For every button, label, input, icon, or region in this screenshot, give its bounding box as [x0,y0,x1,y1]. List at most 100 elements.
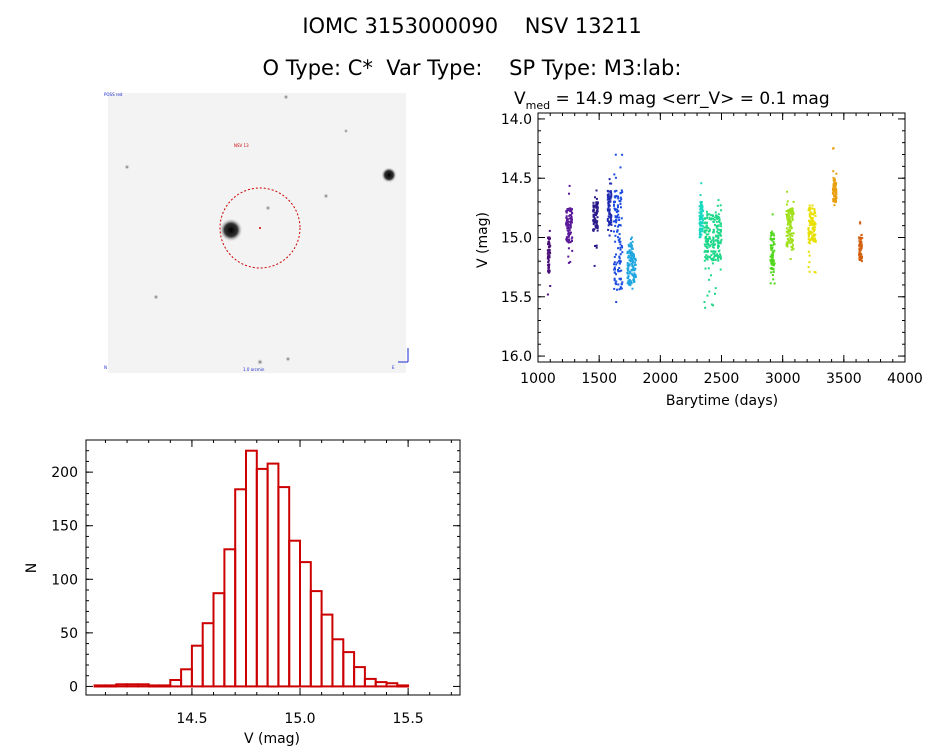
data-point [618,259,621,262]
data-point [859,249,862,252]
histogram-bar [234,488,247,688]
x-tick-label: 2500 [704,371,740,387]
data-point [699,205,702,208]
data-point [812,227,815,230]
data-point [789,222,792,225]
data-point [619,200,622,202]
data-point [787,222,790,224]
data-point [714,243,717,246]
data-point [614,234,617,237]
data-point [632,252,635,255]
data-point [788,230,791,233]
data-point [569,225,572,228]
data-point [807,237,810,240]
data-point [700,212,703,215]
x-tick-label: 4000 [887,371,923,387]
data-point [608,204,611,206]
data-point [630,246,633,249]
data-point [627,265,630,268]
y-tick-label: 50 [60,626,78,642]
data-point [704,217,707,220]
data-point [608,197,611,200]
data-point [568,226,571,229]
data-point [700,207,703,210]
data-point [631,247,634,250]
faint-star [124,164,130,170]
data-point [630,282,633,285]
data-point [617,283,620,286]
data-point [835,172,838,175]
finder-survey-label: POSS red [104,92,123,97]
data-point [858,237,861,240]
histogram-bar [136,683,150,688]
data-point [568,192,570,195]
data-point [786,242,789,244]
data-point [613,277,616,280]
data-point [568,184,571,187]
data-point [712,217,715,220]
data-point [618,267,621,269]
histogram-bar [104,684,118,688]
data-point [614,208,617,211]
data-point [705,243,708,246]
data-point [569,207,572,210]
data-point [595,206,598,209]
data-point [610,215,613,218]
data-point [615,283,618,286]
data-point [608,221,610,224]
data-point [715,220,718,223]
data-point [711,214,714,217]
data-point [789,242,792,245]
data-point [786,216,789,219]
data-point [548,249,550,252]
data-point [771,259,774,262]
data-point [789,234,792,237]
data-point [712,242,715,245]
data-point [808,261,811,264]
data-point [548,244,551,247]
data-point [717,213,720,216]
data-point [699,213,702,216]
data-point [571,240,573,242]
faint-star [153,294,159,300]
data-point [571,218,573,221]
data-point [789,219,791,222]
data-point [813,224,816,226]
data-point [565,216,568,219]
data-point [616,215,619,218]
data-point [634,275,637,277]
histogram-xlabel: V (mag) [244,731,300,747]
data-point [717,199,720,202]
data-point [567,247,570,250]
data-point [814,223,817,225]
data-point [807,232,810,235]
data-point [833,181,836,184]
x-tick-label: 15.5 [393,711,424,727]
data-point [629,284,632,287]
data-point [809,242,811,245]
data-point [548,269,551,272]
data-point [788,217,791,220]
data-point [614,216,617,219]
data-point [610,182,613,185]
data-point [608,190,611,193]
data-point [566,240,569,243]
data-point [627,256,630,259]
data-point [613,173,616,176]
data-point [717,234,720,237]
data-point [707,255,710,258]
data-point [569,223,572,225]
data-point [627,243,630,246]
data-point [704,229,707,232]
data-point [613,263,615,266]
data-point [595,214,598,217]
data-point [717,259,720,262]
data-point [633,255,635,257]
data-point [613,271,616,274]
data-point [812,229,815,232]
data-point [608,201,611,204]
data-point [809,211,812,213]
data-point [703,230,706,233]
data-point [631,258,634,261]
data-point [546,249,549,252]
